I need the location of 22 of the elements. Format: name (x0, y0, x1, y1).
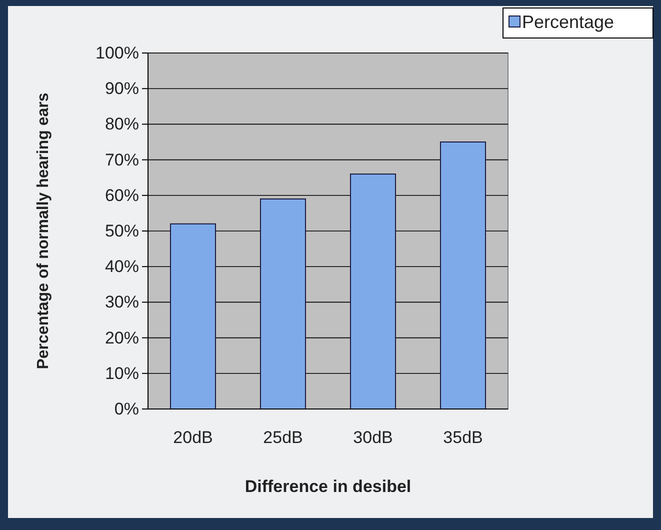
y-tick-label: 100% (96, 43, 139, 62)
x-tick-label: 30dB (353, 428, 393, 448)
bar (170, 223, 216, 410)
x-tick-label: 20dB (173, 428, 213, 448)
y-tick-label: 10% (104, 364, 139, 383)
y-tick-label: 90% (104, 79, 139, 98)
y-tick-label: 50% (104, 221, 139, 240)
y-tick-label: 60% (104, 186, 139, 205)
x-tick-label: 25dB (263, 428, 303, 448)
bar (440, 142, 486, 410)
y-tick-label: 40% (104, 257, 139, 276)
y-tick-label: 70% (104, 150, 139, 170)
y-tick-label: 30% (104, 292, 139, 312)
bar (260, 198, 306, 410)
y-tick-label: 0% (114, 399, 139, 418)
y-tick-label: 20% (104, 328, 139, 348)
x-tick-label: 35dB (443, 428, 483, 448)
legend-label: Percentage (522, 12, 614, 32)
bar (350, 174, 396, 410)
y-axis-title: Percentage of normally hearing ears (35, 92, 52, 370)
y-tick-label: 80% (104, 114, 139, 134)
x-axis-title: Difference in desibel (244, 477, 412, 496)
